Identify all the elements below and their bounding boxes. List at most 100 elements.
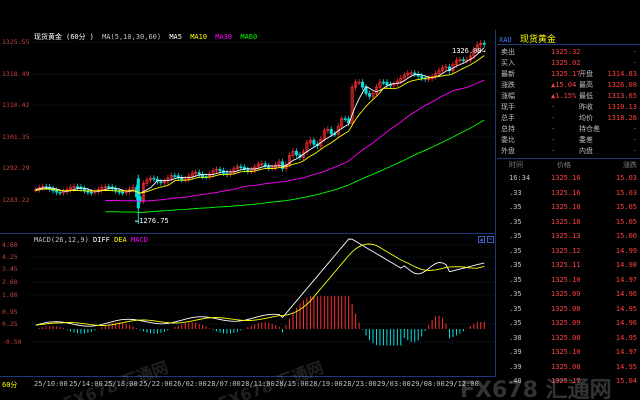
quote-row: 涨跌 ▲15.04 最高 1326.08 [501, 80, 637, 90]
quote-key: 现手 [501, 103, 515, 111]
trade-change: 14.95 [615, 362, 637, 371]
x-tick: 28/19:00 [309, 380, 343, 388]
trade-change: 15.05 [615, 217, 637, 226]
quote-value-2: 1310.13 [607, 103, 637, 111]
candle-body [148, 177, 152, 181]
panel-close-icon[interactable]: × [487, 236, 494, 243]
candle-body [190, 172, 194, 177]
trade-price: 1325.08 [551, 333, 581, 342]
x-tick: 26/02:00 [173, 380, 207, 388]
quote-value: - [551, 136, 556, 144]
panel-up-icon[interactable]: ▲ [478, 236, 485, 243]
quote-value-2: 1318.26 [607, 114, 637, 122]
quote-key-2: 均价 [579, 114, 593, 122]
quote-key-2: 内盘 [579, 147, 593, 155]
ma10-label: MA10 [190, 33, 208, 41]
trade-row: .35 1325.18 15.05 [501, 202, 637, 213]
quote-value-2: 1314.83 [607, 70, 637, 78]
candle-body [454, 60, 458, 65]
quote-row: 卖出 1325.32 - [501, 47, 637, 57]
trade-header: 时间 价格 涨跌 [509, 161, 637, 169]
watermark: FX678 汇通网 [460, 378, 612, 400]
macd-y-tick: 0.95 [2, 308, 18, 316]
macd-chart[interactable]: MACD(26,12,9) DIFF DEA MACD 4.60 4.25 3.… [0, 233, 496, 377]
trade-row: .40 1325.17 15.04 [501, 376, 637, 387]
candle-body [479, 42, 483, 46]
trade-change: 14.96 [615, 319, 637, 327]
quote-row: 委比 - 委差 - [501, 135, 637, 145]
quote-key-2: 最高 [579, 81, 593, 89]
quote-key: 总手 [501, 114, 515, 122]
candle-body [69, 187, 72, 190]
trade-change: 15.03 [615, 188, 637, 197]
trade-price: 1325.13 [551, 232, 581, 240]
candle-body [260, 163, 264, 166]
candle-body [420, 75, 424, 79]
quote-value: - [551, 114, 556, 122]
candle-body [409, 72, 413, 75]
x-tick: 25/18:00 [104, 380, 138, 388]
trade-row: .35 1325.11 14.98 [501, 260, 637, 271]
quote-value: ▲15.04 [551, 81, 577, 89]
candle-body [131, 187, 135, 190]
candlestick-plot[interactable] [0, 30, 496, 233]
period-button[interactable]: 60分 [2, 381, 18, 389]
trade-time: .35 [509, 304, 522, 313]
quote-value-2: - [632, 48, 637, 56]
price-chart[interactable]: 1325.55 1318.49 1310.42 1301.35 1292.29 … [0, 30, 496, 233]
quote-key: 涨跌 [501, 81, 515, 89]
x-tick: 25/22:00 [139, 380, 173, 388]
candle-body [361, 81, 365, 88]
candle-body [246, 169, 250, 172]
quote-value-2: - [632, 125, 637, 133]
trade-time: .35 [509, 232, 522, 240]
trade-price: 1325.17 [551, 377, 581, 385]
macd-plot[interactable] [0, 234, 496, 377]
candle-body [55, 190, 59, 193]
ma5-label: MA5 [169, 33, 182, 41]
trade-row: .35 1325.09 14.96 [501, 318, 637, 329]
quote-key-2: 持仓差 [579, 125, 600, 133]
candle-body [413, 72, 417, 75]
candle-body [288, 155, 292, 165]
quote-value: - [551, 103, 556, 111]
quote-row: 涨幅 ▲1.15% 最低 1313.65 [501, 91, 637, 101]
candle-body [173, 175, 177, 177]
quote-value: - [551, 147, 556, 155]
quote-value-2: - [632, 59, 637, 67]
trade-time: .33 [509, 188, 522, 197]
macd-y-tick: 0.25 [2, 320, 18, 328]
candle-body [427, 78, 431, 80]
candle-body [152, 177, 156, 180]
candle-body [381, 81, 385, 84]
macd-y-tick: 4.60 [2, 241, 18, 249]
trade-change: 15.03 [615, 174, 637, 182]
instrument-code: XAU [499, 36, 512, 44]
trade-row: .35 1325.18 15.05 [501, 217, 637, 228]
y-tick: 1283.22 [2, 196, 30, 204]
candle-body [475, 44, 479, 51]
ma60-label: MA60 [240, 33, 258, 41]
quote-value: 1325.32 [551, 48, 581, 56]
candle-body [169, 175, 173, 179]
candle-body [374, 86, 378, 94]
trade-time: .35 [509, 246, 522, 255]
candle-body [371, 93, 375, 97]
trade-change: 14.95 [615, 304, 637, 313]
instrument-label: 现货黄金 (60分) [34, 33, 94, 41]
candle-body [378, 81, 382, 88]
trade-price: 1325.09 [551, 290, 581, 298]
ma-line [35, 47, 485, 194]
quote-value: ▲1.15% [551, 92, 577, 100]
quote-row: 外盘 - 内盘 - [501, 146, 637, 156]
trade-change: 14.96 [615, 290, 637, 298]
candle-body [308, 139, 312, 144]
candle-body [444, 66, 448, 69]
trade-row: .38 1325.08 14.95 [501, 333, 637, 344]
trade-time: .40 [509, 377, 522, 385]
candle-body [162, 180, 166, 184]
y-tick: 1325.55 [2, 38, 30, 46]
quote-key: 卖出 [501, 48, 515, 56]
ma-param-label: MA(5,10,30,60) [102, 33, 162, 41]
candle-body [166, 177, 170, 182]
